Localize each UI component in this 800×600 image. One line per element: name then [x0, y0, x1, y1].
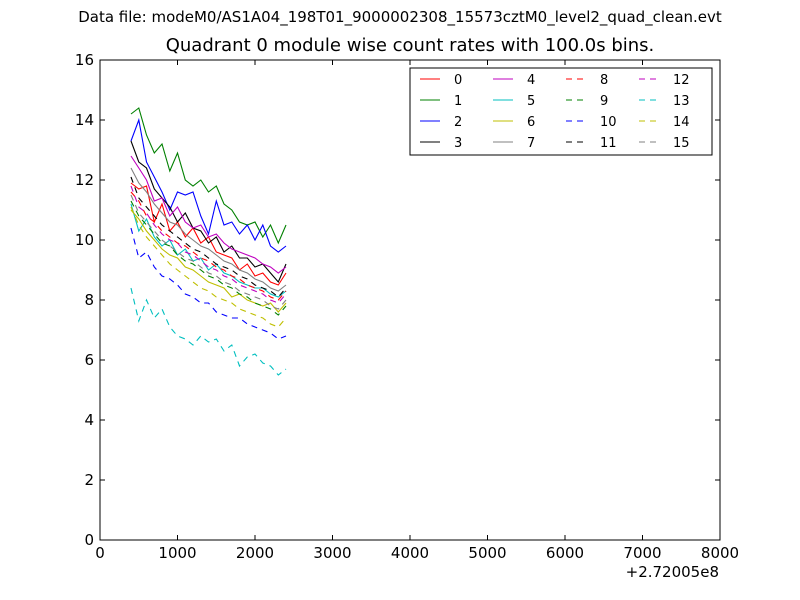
legend-label-15: 15 — [673, 136, 690, 151]
x-tick-label: 6000 — [546, 544, 584, 562]
series-line-11 — [130, 176, 287, 298]
legend-label-10: 10 — [600, 115, 617, 130]
legend-label-1: 1 — [454, 94, 462, 109]
series-line-1 — [130, 107, 287, 245]
x-tick-label: 4000 — [391, 544, 429, 562]
series-line-8 — [130, 191, 287, 301]
y-tick-label: 14 — [75, 111, 94, 129]
legend-label-0: 0 — [454, 73, 462, 88]
series-line-7 — [130, 167, 287, 292]
legend-label-9: 9 — [600, 94, 608, 109]
x-tick-label: 5000 — [468, 544, 506, 562]
y-tick-label: 8 — [84, 291, 94, 309]
series-line-14 — [130, 206, 287, 328]
series-line-2 — [130, 117, 287, 253]
legend-label-5: 5 — [527, 94, 535, 109]
y-tick-label: 4 — [84, 411, 94, 429]
x-offset-label: +2.72005e8 — [626, 563, 719, 581]
legend-label-2: 2 — [454, 115, 462, 130]
legend-label-4: 4 — [527, 73, 535, 88]
x-tick-label: 3000 — [313, 544, 351, 562]
x-tick-label: 2000 — [236, 544, 274, 562]
series-line-4 — [130, 155, 287, 274]
x-tick-label: 0 — [95, 544, 105, 562]
legend-box — [409, 67, 713, 156]
x-tick-label: 1000 — [158, 544, 196, 562]
x-tick-label: 7000 — [623, 544, 661, 562]
tick-layer: 0 1000 2000 3000 4000 5000 6000 7000 80000246810… — [75, 51, 739, 562]
series-line-10 — [130, 227, 287, 340]
legend-label-14: 14 — [673, 115, 690, 130]
legend-label-3: 3 — [454, 136, 462, 151]
y-tick-label: 12 — [75, 171, 94, 189]
y-tick-label: 16 — [75, 51, 94, 69]
series-line-13 — [130, 287, 287, 376]
x-tick-label: 8000 — [701, 544, 739, 562]
figure-suptitle: Data file: modeM0/AS1A04_198T01_90000023… — [78, 8, 722, 26]
legend-label-12: 12 — [673, 73, 690, 88]
legend-label-7: 7 — [527, 136, 535, 151]
chart-title: Quadrant 0 module wise count rates with … — [165, 35, 655, 56]
legend-label-6: 6 — [527, 115, 535, 130]
series-layer — [130, 107, 287, 376]
y-tick-label: 10 — [75, 231, 94, 249]
legend-label-11: 11 — [600, 136, 617, 151]
series-line-5 — [130, 203, 287, 298]
y-tick-label: 0 — [84, 531, 94, 549]
y-tick-label: 2 — [84, 471, 94, 489]
legend-label-8: 8 — [600, 73, 608, 88]
series-line-3 — [130, 140, 287, 284]
series-line-15 — [130, 194, 287, 310]
legend-label-13: 13 — [673, 94, 690, 109]
series-line-9 — [130, 200, 287, 316]
y-tick-label: 6 — [84, 351, 94, 369]
